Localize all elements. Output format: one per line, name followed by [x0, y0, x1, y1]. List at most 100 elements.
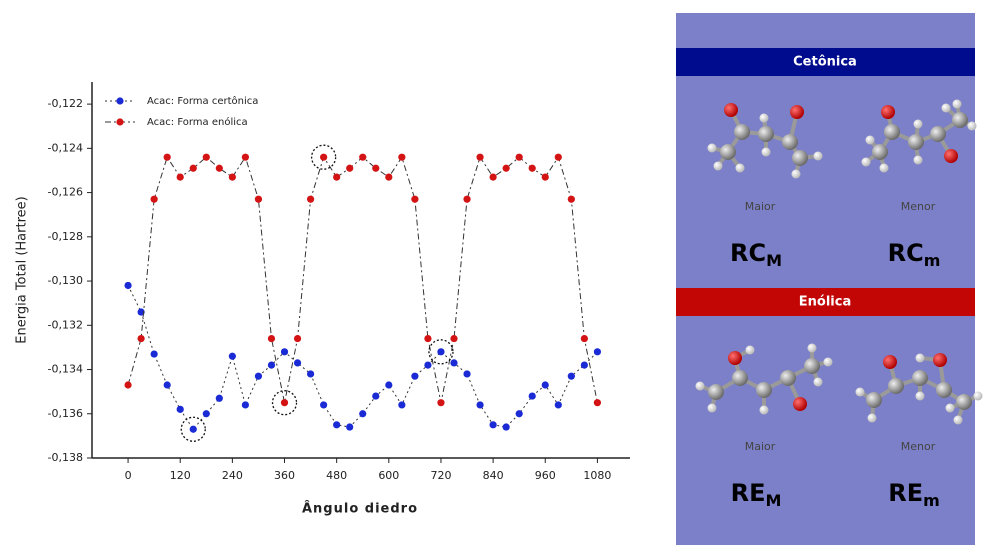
label-sub: m — [923, 491, 940, 510]
data-point — [229, 174, 236, 181]
atom — [936, 382, 952, 398]
atom — [933, 353, 947, 367]
x-tick-label: 720 — [430, 469, 451, 482]
data-point — [437, 399, 444, 406]
legend-label: Acac: Forma certônica — [147, 95, 258, 107]
data-point — [124, 282, 131, 289]
atom — [880, 164, 889, 173]
data-point — [190, 165, 197, 172]
atom — [914, 120, 923, 129]
x-tick-label: 0 — [125, 469, 132, 482]
atom — [760, 406, 769, 415]
atom — [814, 152, 823, 161]
label-sub: m — [924, 251, 941, 270]
atom — [953, 100, 962, 109]
data-point — [450, 359, 457, 366]
atom — [736, 164, 745, 173]
atom — [974, 392, 983, 401]
data-point — [242, 154, 249, 161]
x-tick-label: 1080 — [583, 469, 611, 482]
atom — [708, 144, 717, 153]
atom — [872, 144, 888, 160]
label-sub: M — [765, 491, 781, 510]
atom — [968, 122, 977, 131]
atom — [780, 370, 796, 386]
atom — [914, 156, 923, 165]
y-tick-label: -0,126 — [48, 186, 83, 199]
data-point — [372, 392, 379, 399]
data-point — [385, 381, 392, 388]
label-main: RC — [730, 239, 766, 267]
atom — [944, 149, 958, 163]
atom — [728, 351, 742, 365]
y-axis-title: Energia Total (Hartree) — [15, 196, 30, 343]
data-point — [568, 373, 575, 380]
atom — [790, 105, 804, 119]
x-tick-label: 360 — [274, 469, 295, 482]
label-sub: M — [766, 251, 782, 270]
atom — [954, 416, 963, 425]
data-point — [529, 165, 536, 172]
atom — [708, 404, 717, 413]
data-point — [516, 410, 523, 417]
data-point — [216, 395, 223, 402]
data-point — [359, 154, 366, 161]
data-point — [398, 154, 405, 161]
atom — [760, 114, 769, 123]
y-tick-label: -0,136 — [48, 407, 83, 420]
data-point — [411, 196, 418, 203]
legend-label: Acac: Forma enólica — [147, 116, 248, 128]
data-point — [294, 335, 301, 342]
y-tick-label: -0,132 — [48, 318, 83, 331]
atom — [881, 105, 895, 119]
atom — [952, 112, 968, 128]
atom — [856, 388, 865, 397]
atom — [916, 354, 925, 363]
data-point — [463, 370, 470, 377]
atom — [916, 392, 925, 401]
data-point — [581, 362, 588, 369]
atom — [708, 384, 724, 400]
data-point — [476, 154, 483, 161]
x-axis-title: Ângulo diedro — [302, 501, 418, 517]
data-point — [255, 196, 262, 203]
data-point — [216, 165, 223, 172]
legend-marker — [116, 118, 123, 125]
atom — [866, 136, 875, 145]
data-point — [164, 154, 171, 161]
data-point — [424, 335, 431, 342]
data-point — [359, 410, 366, 417]
data-point — [307, 370, 314, 377]
data-point — [177, 406, 184, 413]
section-title: Cetônica — [793, 55, 857, 70]
y-tick-label: -0,128 — [48, 230, 83, 243]
data-point — [203, 154, 210, 161]
data-point — [164, 381, 171, 388]
data-point — [542, 174, 549, 181]
data-point — [320, 154, 327, 161]
atom — [762, 148, 771, 157]
series-line — [128, 157, 597, 403]
atom — [782, 134, 798, 150]
atom — [714, 162, 723, 171]
atom — [930, 126, 946, 142]
atom — [814, 378, 823, 387]
data-point — [333, 421, 340, 428]
data-point — [268, 335, 275, 342]
x-tick-label: 600 — [378, 469, 399, 482]
atom — [862, 158, 871, 167]
data-point — [411, 373, 418, 380]
data-point — [398, 401, 405, 408]
legend-marker — [116, 97, 123, 104]
data-point — [437, 348, 444, 355]
y-tick-label: -0,124 — [48, 141, 83, 154]
structure-caption: Menor — [901, 440, 936, 453]
figure: Energia Total (Hartree) Ângulo diedro -0… — [0, 0, 987, 545]
label-main: RC — [888, 239, 924, 267]
atom — [746, 346, 755, 355]
atom — [912, 370, 928, 386]
atom — [883, 355, 897, 369]
data-point — [151, 196, 158, 203]
atom — [908, 134, 924, 150]
atom — [888, 378, 904, 394]
